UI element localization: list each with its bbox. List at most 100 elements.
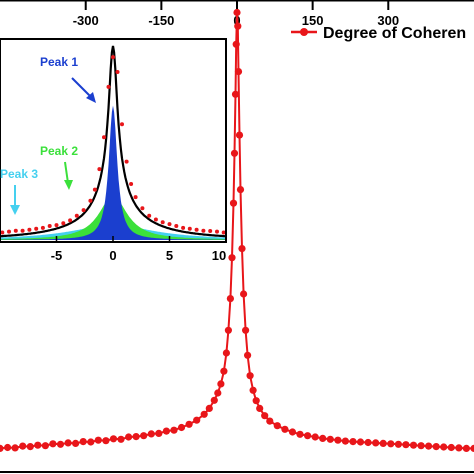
inset-plot: -5 0 5 10 Peak 1 Peak 2 Peak 3 [0,38,227,263]
main-data-point [210,396,218,404]
main-data-point [205,404,213,412]
inset-fit-curve [0,45,226,238]
inset-data-point [147,213,152,218]
main-data-point [140,432,148,440]
peak-3-arrowhead [10,205,20,215]
main-data-point [147,430,155,438]
main-data-point [402,441,410,449]
peak-2-label: Peak 2 [40,144,78,158]
main-data-point [349,438,357,446]
main-data-point [162,427,170,435]
main-data-point [228,254,236,262]
main-data-point [417,442,425,450]
main-data-point [117,435,125,443]
inset-data-point [194,227,199,232]
main-data-point [242,326,250,334]
main-data-point [72,439,80,447]
main-data-point [217,380,225,388]
peak-1-arrowhead [86,92,96,103]
main-data-point [224,326,232,334]
inset-data-point [106,84,111,89]
main-data-point [34,441,42,449]
peak-2-arrowhead [64,180,73,190]
inset-data-point [208,229,213,233]
inset-data-point [129,182,134,186]
main-data-point [311,433,319,441]
main-data-point [432,443,440,451]
legend-marker [300,28,308,36]
main-data-point [226,295,234,303]
inset-x-tick-label: -5 [51,248,63,263]
inset-data-point [92,187,97,192]
main-top-tick-label: -300 [73,13,99,28]
main-data-point [19,442,27,450]
inset-data-point [181,225,186,230]
main-data-point [455,444,463,452]
inset-data-point [7,229,11,234]
main-data-point [266,417,274,425]
inset-data-point [215,229,219,234]
main-data-point [244,351,252,359]
inset-data-point [81,208,86,213]
main-data-point [273,422,281,430]
inset-x-ticks: -5 0 5 10 [51,236,227,263]
main-data-point [252,397,260,405]
inset-data-points [0,55,226,235]
main-data-point [94,436,102,444]
main-data-point [200,410,208,418]
main-data-point [425,442,433,450]
main-data-point [220,367,228,375]
main-data-point [447,443,455,452]
main-data-point [233,8,241,17]
inset-data-point [120,122,124,127]
inset-x-tick-label: 5 [166,248,173,263]
inset-data-point [40,225,45,230]
main-data-point [356,438,365,446]
inset-data-point [140,206,145,211]
main-data-point [238,245,246,253]
main-data-point [234,22,242,30]
peak-1-arrow [71,77,93,99]
inset-data-point [167,222,172,227]
main-data-point [193,416,201,424]
main-data-point [234,68,243,76]
main-data-point [246,372,254,380]
main-data-point [470,444,474,452]
peak-3-label: Peak 3 [0,167,38,181]
inset-data-point [115,70,120,74]
inset-data-point [88,198,93,203]
main-data-point [364,438,372,447]
main-data-point [132,433,140,441]
main-data-point [0,444,4,452]
main-top-tick-label: -150 [148,13,174,28]
main-data-point [341,437,349,445]
main-data-point [125,433,133,441]
legend: Degree of Coheren [291,25,466,42]
main-data-point [4,443,12,452]
main-data-point [387,440,395,448]
main-data-point [372,439,380,447]
main-data-point [230,149,239,157]
main-data-point [177,423,186,432]
main-data-point [288,428,297,436]
main-data-point [87,438,95,446]
main-data-point [394,440,402,448]
inset-data-point [160,220,165,225]
peak-1-label: Peak 1 [40,55,78,69]
inset-data-point [20,228,25,233]
main-data-point [11,444,19,452]
main-data-point [379,439,387,447]
main-data-point [256,404,264,412]
inset-peak-1-area [0,105,226,240]
main-data-point [170,426,178,434]
inset-data-point [102,135,106,140]
main-data-point [249,386,257,394]
main-data-point [102,437,110,445]
main-data-point [56,440,65,448]
inset-data-point [201,228,206,233]
inset-data-point [34,226,39,231]
main-data-point [409,441,418,449]
main-data-point [26,443,34,451]
main-data-point [109,435,118,443]
main-data-point [185,420,193,428]
